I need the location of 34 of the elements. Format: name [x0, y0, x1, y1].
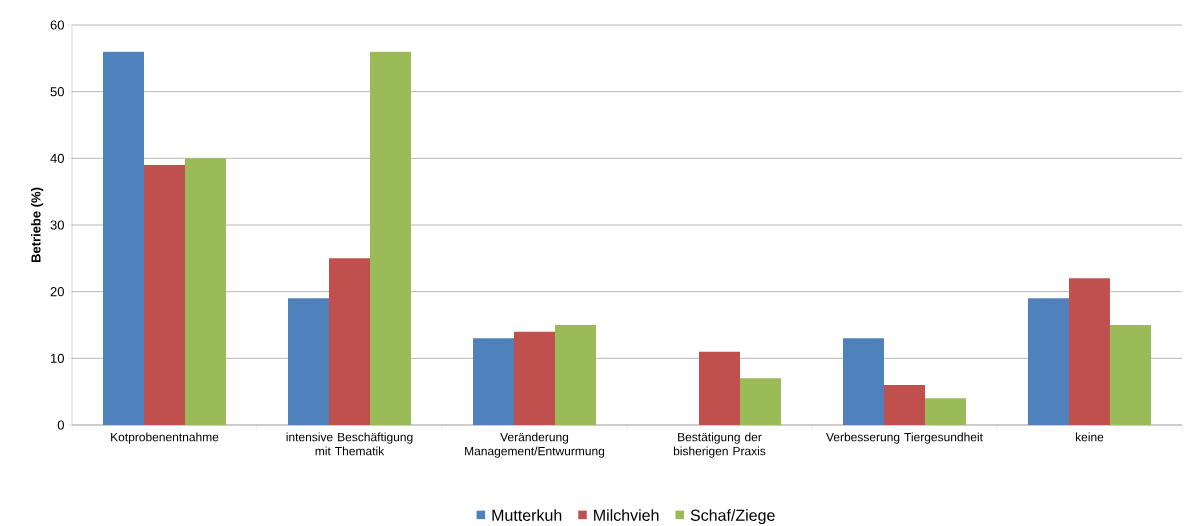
bar	[185, 158, 227, 425]
bar	[555, 324, 596, 425]
legend-label: Mutterkuh	[492, 509, 562, 521]
y-tick-label: 10	[51, 353, 64, 363]
bar	[698, 351, 740, 425]
legend-label: Schaf/Ziege	[690, 509, 775, 524]
bar	[514, 331, 555, 425]
legend-label: Milchvieh	[594, 509, 659, 521]
bar	[370, 51, 411, 425]
y-tick-label: 40	[50, 153, 64, 163]
bar	[883, 384, 925, 425]
bar	[144, 164, 186, 425]
bar	[739, 378, 781, 425]
y-tick-label: 20	[50, 286, 64, 297]
x-tick-label: Verbesserung Tiergesundheit	[826, 432, 983, 444]
bar	[924, 398, 966, 425]
x-tick-label: Veränderung Management/Entwurmung	[465, 432, 605, 458]
bar	[329, 258, 370, 425]
x-tick-label: Bestätigung der bisherigen Praxis	[673, 432, 766, 458]
y-tick-label: 0	[57, 420, 64, 430]
x-tick-label: Kotprobenentnahme	[111, 432, 219, 444]
bar	[103, 51, 145, 425]
y-tick-label: 30	[50, 220, 64, 230]
bar	[288, 298, 329, 425]
bar	[1027, 298, 1069, 425]
x-tick-label: keine	[1075, 432, 1104, 442]
bar	[473, 338, 514, 425]
y-axis-title: Betriebe (%)	[31, 187, 44, 262]
x-tick-label: intensive Beschäftigung mit Thematik	[286, 432, 413, 456]
bar	[1109, 324, 1151, 425]
y-tick-label: 60	[50, 20, 64, 30]
bar	[842, 338, 884, 425]
y-tick-label: 50	[50, 86, 64, 97]
bar	[1068, 278, 1110, 425]
